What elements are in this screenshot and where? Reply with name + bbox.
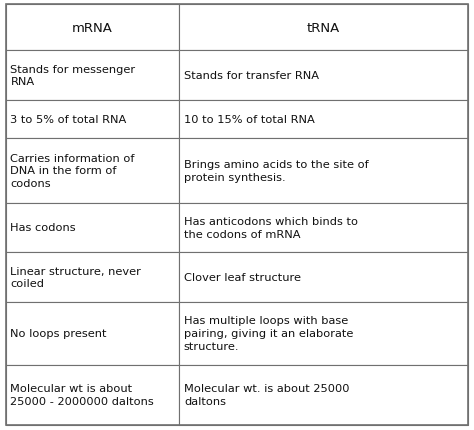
Text: 10 to 15% of total RNA: 10 to 15% of total RNA bbox=[184, 115, 315, 125]
Text: Stands for transfer RNA: Stands for transfer RNA bbox=[184, 71, 319, 81]
Text: tRNA: tRNA bbox=[307, 22, 340, 35]
Text: Brings amino acids to the site of
protein synthesis.: Brings amino acids to the site of protei… bbox=[184, 160, 369, 182]
Bar bbox=[6, 51, 179, 101]
Text: Stands for messenger
RNA: Stands for messenger RNA bbox=[10, 64, 136, 87]
Bar bbox=[179, 139, 468, 203]
Text: No loops present: No loops present bbox=[10, 329, 107, 338]
Text: mRNA: mRNA bbox=[72, 22, 113, 35]
Text: Carries information of
DNA in the form of
codons: Carries information of DNA in the form o… bbox=[10, 153, 135, 189]
Bar bbox=[6, 203, 179, 252]
Bar bbox=[179, 302, 468, 365]
Bar bbox=[6, 302, 179, 365]
Text: Molecular wt. is about 25000
daltons: Molecular wt. is about 25000 daltons bbox=[184, 384, 349, 406]
Text: Has multiple loops with base
pairing, giving it an elaborate
structure.: Has multiple loops with base pairing, gi… bbox=[184, 316, 353, 351]
Bar bbox=[179, 365, 468, 425]
Bar bbox=[179, 51, 468, 101]
Bar bbox=[179, 101, 468, 139]
Bar bbox=[179, 252, 468, 302]
Text: Molecular wt is about
25000 - 2000000 daltons: Molecular wt is about 25000 - 2000000 da… bbox=[10, 384, 154, 406]
Bar bbox=[6, 5, 179, 51]
Bar bbox=[6, 252, 179, 302]
Bar bbox=[6, 365, 179, 425]
Text: Has anticodons which binds to
the codons of mRNA: Has anticodons which binds to the codons… bbox=[184, 217, 358, 239]
Bar bbox=[179, 203, 468, 252]
Bar bbox=[6, 139, 179, 203]
Text: Linear structure, never
coiled: Linear structure, never coiled bbox=[10, 266, 141, 289]
Text: Clover leaf structure: Clover leaf structure bbox=[184, 272, 301, 282]
Bar bbox=[179, 5, 468, 51]
Bar bbox=[6, 101, 179, 139]
Text: 3 to 5% of total RNA: 3 to 5% of total RNA bbox=[10, 115, 127, 125]
Text: Has codons: Has codons bbox=[10, 223, 76, 233]
